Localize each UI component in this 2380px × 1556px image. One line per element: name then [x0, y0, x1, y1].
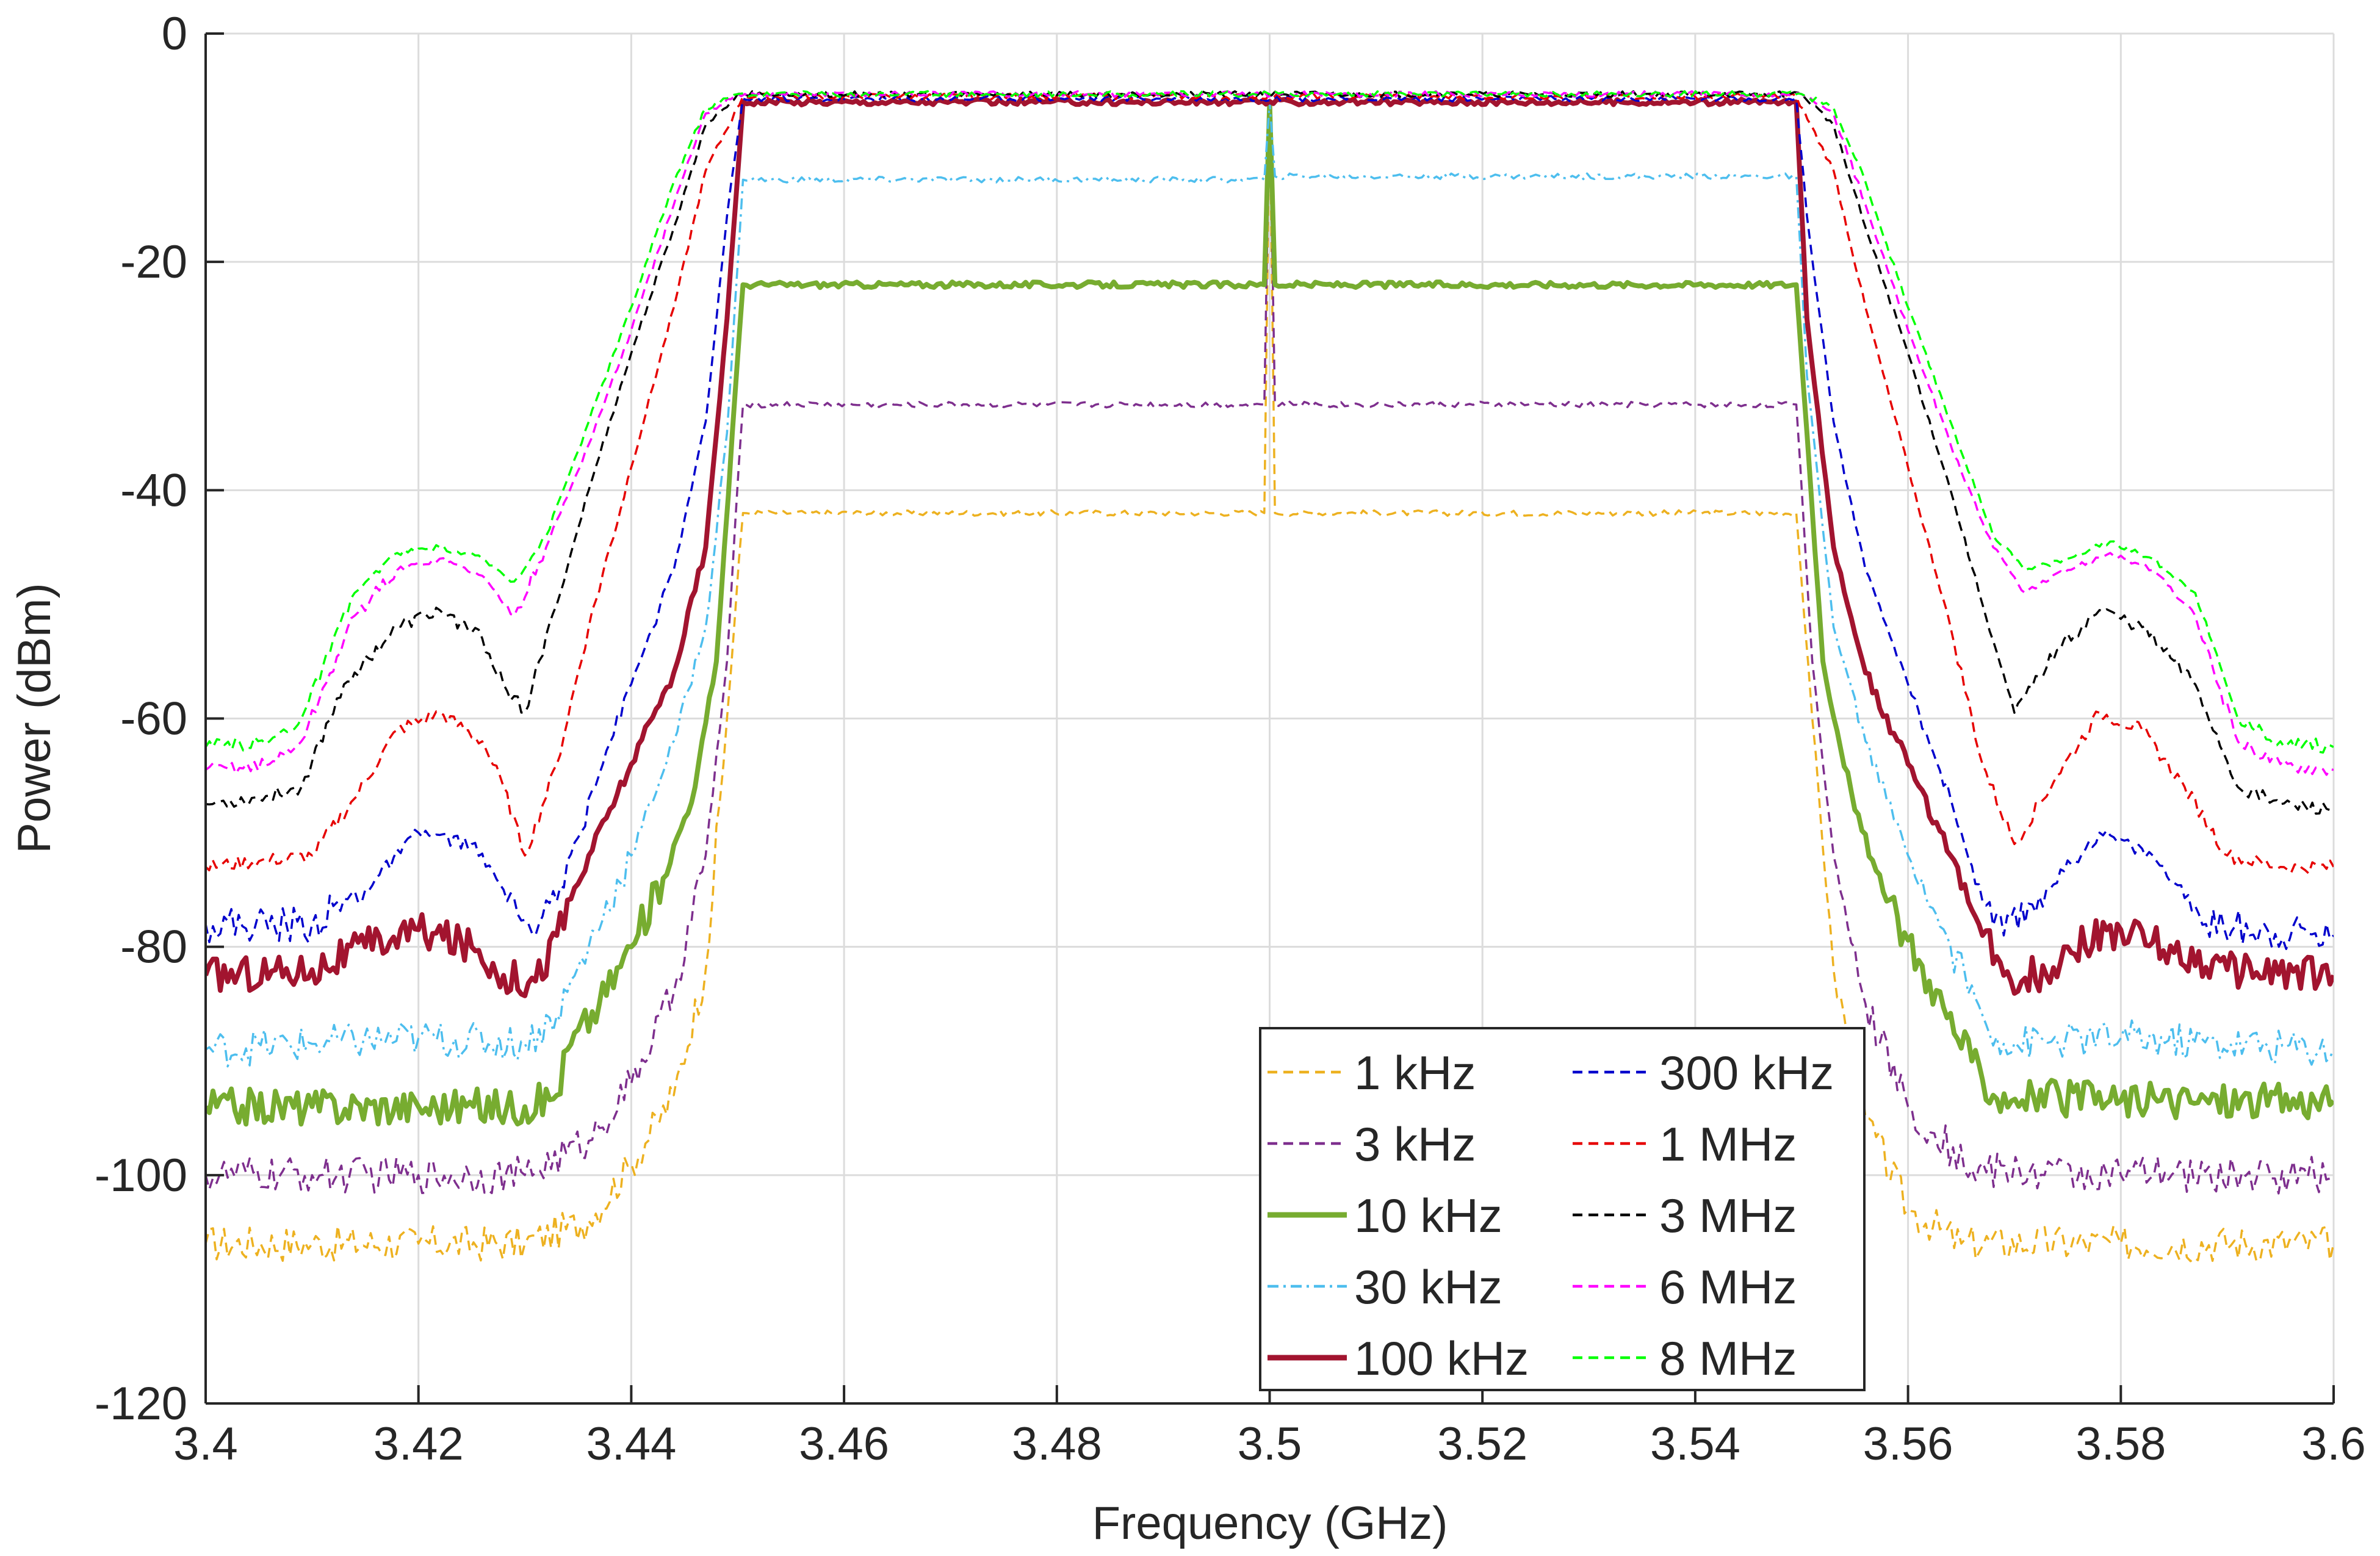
x-tick-label: 3.42 — [373, 1418, 464, 1470]
series-layer — [206, 90, 2334, 1262]
x-tick-label: 3.54 — [1650, 1418, 1740, 1470]
series-line — [206, 101, 2334, 1195]
y-tick-label: 0 — [162, 8, 187, 60]
legend-label: 1 MHz — [1659, 1117, 1797, 1171]
legend-label: 300 kHz — [1659, 1046, 1834, 1100]
legend-label: 3 MHz — [1659, 1189, 1797, 1242]
x-tick-label: 3.44 — [586, 1418, 676, 1470]
series-line — [206, 92, 2334, 875]
y-tick-label: -40 — [120, 464, 187, 516]
legend-label: 10 kHz — [1354, 1189, 1502, 1242]
y-tick-label: -100 — [95, 1150, 187, 1201]
series-line — [206, 90, 2334, 754]
series-line — [206, 96, 2334, 998]
x-axis-label: Frequency (GHz) — [1092, 1497, 1448, 1549]
series-line — [206, 101, 2334, 1262]
series-line — [206, 90, 2334, 776]
y-tick-label: -20 — [120, 236, 187, 288]
x-tick-label: 3.58 — [2075, 1418, 2166, 1470]
legend-label: 100 kHz — [1354, 1331, 1529, 1385]
x-tick-label: 3.52 — [1437, 1418, 1527, 1470]
y-axis-label: Power (dBm) — [9, 583, 60, 853]
x-tick-label: 3.6 — [2301, 1418, 2366, 1470]
legend-label: 8 MHz — [1659, 1331, 1797, 1385]
legend-label: 1 kHz — [1354, 1046, 1476, 1100]
x-tick-label: 3.5 — [1238, 1418, 1302, 1470]
x-tick-label: 3.46 — [799, 1418, 889, 1470]
axes: 3.4 3.42 3.44 3.46 3.48 3.5 3.52 3.54 3.56 3.58 3.… — [95, 8, 2366, 1470]
legend-label: 3 kHz — [1354, 1117, 1476, 1171]
x-tick-label: 3.48 — [1012, 1418, 1102, 1470]
x-tick-label: 3.56 — [1863, 1418, 1953, 1470]
legend-label: 6 MHz — [1659, 1260, 1797, 1314]
legend: 1 kHz 3 kHz 10 kHz 30 kHz 100 kHz 300 kHz 1 MH… — [1259, 1027, 1866, 1391]
y-tick-label: -60 — [120, 693, 187, 745]
legend-box — [1259, 1027, 1866, 1391]
y-tick-label: -80 — [120, 921, 187, 973]
legend-label: 30 kHz — [1354, 1260, 1502, 1314]
y-tick-label: -120 — [95, 1378, 187, 1430]
x-tick-label: 3.4 — [173, 1418, 238, 1470]
